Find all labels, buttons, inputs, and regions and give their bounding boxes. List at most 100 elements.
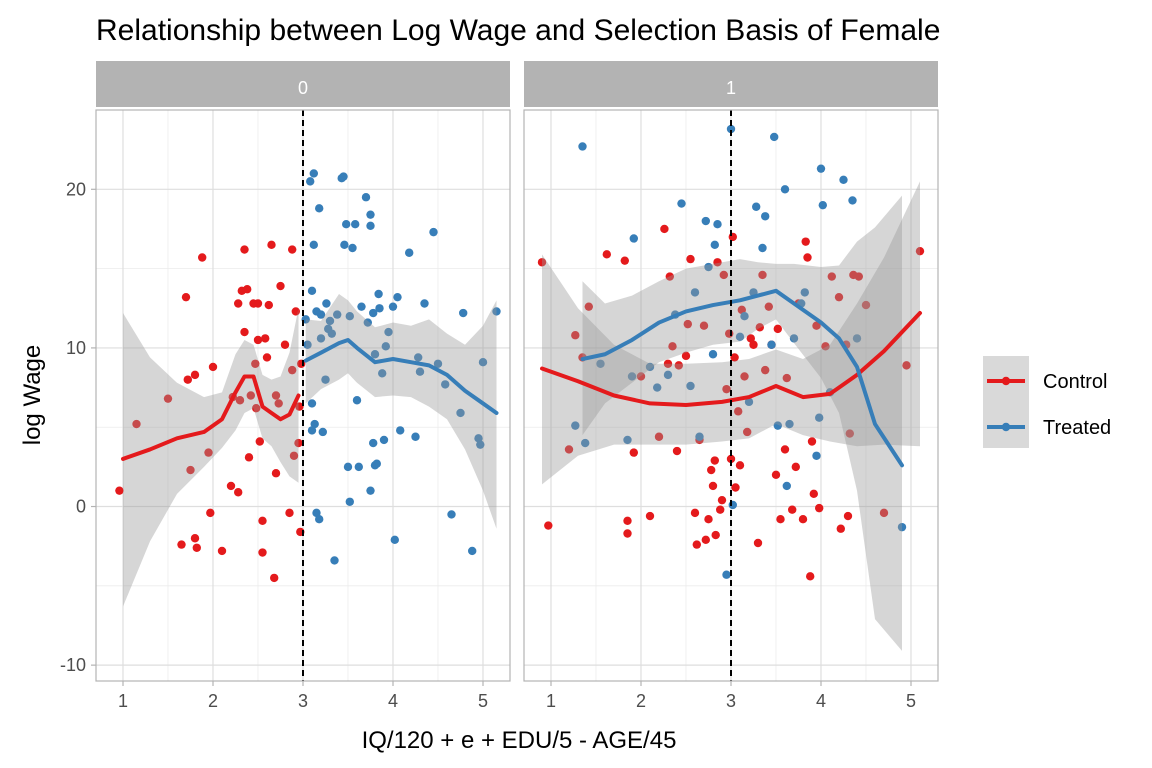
treated-point (307, 426, 317, 435)
control-point (672, 446, 682, 456)
control-point (740, 372, 749, 381)
treated-point (390, 535, 399, 545)
control-point (270, 573, 279, 583)
treated-point (492, 307, 501, 316)
control-point (854, 272, 863, 281)
treated-point (744, 397, 754, 407)
control-point (253, 299, 263, 308)
treated-point (310, 419, 319, 429)
points (537, 124, 925, 581)
treated-point (307, 286, 317, 296)
control-point (258, 548, 267, 557)
treated-point (340, 240, 349, 250)
treated-point (789, 334, 799, 343)
treated-point (782, 481, 791, 491)
control-point (226, 481, 236, 491)
treated-point (357, 302, 366, 311)
control-confidence-band (542, 181, 920, 485)
control-point (764, 302, 773, 311)
x-tick-label: 2 (636, 691, 646, 711)
treated-point (627, 372, 637, 381)
control-point (734, 407, 743, 416)
x-tick-label: 3 (298, 691, 308, 711)
facet-strip (524, 61, 938, 107)
treated-point (354, 462, 363, 472)
control-point (735, 461, 745, 470)
control-point (749, 340, 758, 349)
x-tick-label: 4 (388, 691, 398, 711)
legend-label: Control (1043, 371, 1107, 393)
treated-point (312, 508, 321, 518)
y-tick-label: -10 (60, 655, 86, 675)
treated-point (816, 164, 826, 173)
treated-point (812, 451, 821, 460)
control-point (264, 300, 273, 310)
control-point (183, 375, 192, 384)
control-point (683, 319, 692, 329)
treated-point (333, 310, 342, 319)
control-point (234, 488, 243, 497)
treated-point (345, 497, 354, 506)
control-point (654, 432, 664, 441)
control-point (827, 272, 836, 281)
treated-point (307, 399, 317, 408)
x-tick-label: 4 (816, 691, 826, 711)
treated-point (476, 440, 485, 449)
treated-point (342, 220, 351, 229)
control-point (623, 529, 632, 538)
treated-point (571, 421, 580, 430)
control-point (240, 245, 249, 254)
control-point (737, 305, 746, 315)
control-point (291, 307, 300, 316)
control-point (726, 454, 736, 464)
control-point (246, 391, 255, 400)
treated-point (780, 185, 790, 194)
control-point (758, 270, 767, 280)
treated-point (818, 200, 827, 210)
control-point (843, 511, 853, 521)
control-point (845, 429, 854, 438)
treated-point (369, 438, 378, 448)
treated-point (701, 216, 710, 226)
control-point (686, 254, 695, 264)
treated-point (318, 427, 327, 437)
treated-point (369, 308, 378, 318)
treated-point (393, 292, 402, 302)
control-point (665, 272, 674, 281)
treated-point (420, 299, 429, 308)
control-point (240, 327, 249, 337)
treated-point (361, 193, 371, 202)
facet-strip (96, 61, 510, 107)
x-tick-label: 5 (906, 691, 916, 711)
control-point (584, 302, 593, 311)
treated-point (456, 408, 465, 418)
treated-point (414, 353, 423, 362)
treated-point (752, 202, 761, 211)
treated-point (378, 369, 387, 378)
treated-point (447, 510, 456, 519)
treated-point (728, 500, 737, 510)
control-point (571, 331, 580, 340)
control-point (285, 508, 294, 518)
control-point (190, 370, 200, 380)
control-point (701, 535, 710, 545)
treated-point (388, 302, 398, 311)
control-point (761, 365, 770, 375)
control-point (262, 353, 272, 362)
control-point (776, 515, 785, 524)
control-point (295, 402, 304, 411)
treated-point (375, 304, 384, 313)
control-point (803, 253, 812, 262)
treated-point (785, 419, 794, 429)
control-point (537, 258, 547, 267)
legend: Control Treated (983, 356, 1111, 448)
treated-point (629, 234, 638, 243)
x-tick-label: 5 (478, 691, 488, 711)
treated-point (761, 212, 770, 221)
treated-smooth-line (580, 288, 904, 468)
control-smooth-line (540, 311, 922, 408)
legend-item-treated: Treated (983, 402, 1111, 448)
treated-point (345, 311, 354, 321)
control-point (629, 448, 638, 457)
control-point (798, 515, 808, 524)
